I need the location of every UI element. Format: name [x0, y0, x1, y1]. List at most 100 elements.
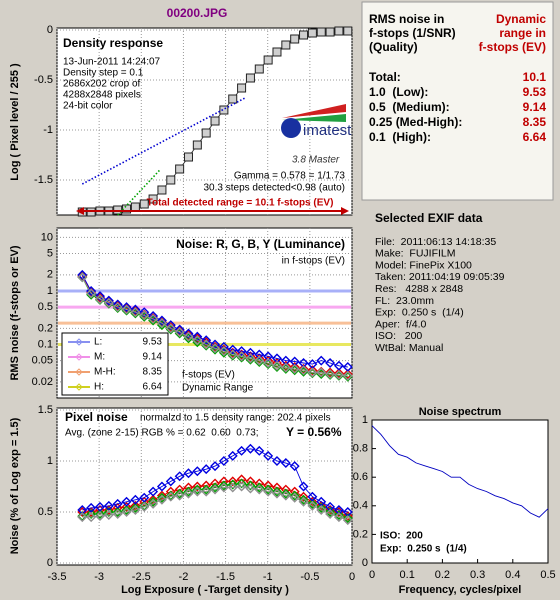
data-point [94, 501, 105, 512]
plot-area [56, 27, 353, 216]
data-point [130, 202, 140, 212]
data-point [192, 481, 203, 492]
data-point [333, 360, 344, 371]
data-point [263, 359, 274, 370]
data-point [112, 498, 123, 509]
legend-value: 9.14 [143, 352, 163, 363]
data-point [130, 494, 141, 505]
data-point [192, 335, 203, 346]
series-line [82, 486, 348, 521]
data-point [210, 461, 221, 472]
exif-line: WtBal: Manual [375, 342, 443, 354]
series-line [81, 275, 348, 375]
table-rows: Total: 10.1 1.0 (Low): 9.53 0.5 (Medium): 9.1… [369, 70, 546, 144]
data-point [325, 367, 336, 378]
data-point [218, 482, 229, 493]
data-point [139, 307, 150, 318]
data-point [263, 484, 274, 495]
data-point [298, 481, 309, 492]
data-point [298, 365, 309, 376]
y-tick-label: 0.5 [38, 301, 53, 313]
x-tick-label: 0.4 [505, 569, 520, 581]
data-point [201, 128, 211, 138]
highlight: Y = 0.56% [286, 425, 342, 439]
data-point [307, 500, 318, 511]
y-tick-label: 0 [47, 24, 53, 36]
logo-text: imatest [303, 122, 352, 139]
data-point [183, 330, 194, 341]
row-value: 10.1 [523, 70, 547, 84]
note: Density step = 0.1 [63, 68, 144, 79]
data-point [263, 450, 274, 461]
y-tick-label: 1 [47, 285, 53, 297]
data-point [86, 289, 97, 300]
logo-fan [282, 114, 346, 122]
legend-label: M-H: [94, 367, 116, 378]
legend-value: 9.53 [143, 337, 163, 348]
y-tick-label: -1 [43, 124, 53, 136]
data-point [103, 500, 114, 511]
data-point [112, 506, 123, 517]
data-point [121, 303, 132, 314]
data-point [139, 310, 150, 321]
annotation: 30.3 steps detected<0.98 (auto) [204, 183, 346, 194]
data-point [156, 315, 167, 326]
data-point [121, 302, 132, 313]
data-point [280, 488, 291, 499]
data-point [94, 291, 105, 302]
data-point [227, 349, 238, 360]
y-tick-label: 10 [41, 231, 53, 243]
data-point [218, 456, 229, 467]
data-point [236, 346, 247, 357]
data-point [245, 483, 256, 494]
data-point [263, 55, 273, 65]
annotation: ISO: 200 [380, 531, 423, 542]
data-point [333, 510, 344, 521]
data-point [183, 488, 194, 499]
data-point [165, 476, 176, 487]
data-point [148, 498, 159, 509]
legend-marker [75, 383, 83, 391]
data-point [271, 486, 282, 497]
subtitle: in f-stops (EV) [282, 256, 345, 267]
data-point [139, 492, 150, 503]
data-point [219, 105, 229, 115]
y-tick-label: -1.5 [34, 174, 53, 186]
data-point [130, 502, 141, 513]
data-point [210, 344, 221, 355]
data-point [298, 366, 309, 377]
data-point [183, 468, 194, 479]
legend-value: 8.35 [143, 367, 163, 378]
data-point [227, 344, 238, 355]
data-point [280, 355, 291, 366]
data-point [307, 365, 318, 376]
logo-sphere [281, 118, 301, 138]
data-point [342, 370, 353, 381]
data-point [86, 287, 97, 298]
data-point [325, 27, 335, 37]
x-axis-label: Log Exposure ( -Target density ) [121, 584, 289, 596]
data-point [290, 34, 300, 44]
exif-line: Model: FinePix X100 [375, 259, 472, 271]
data-point [272, 47, 282, 57]
exif-line: Res: 4288 x 2848 [375, 283, 463, 295]
x-tick-label: -0.5 [300, 571, 319, 583]
y-tick-label: 0 [47, 557, 53, 569]
data-point [298, 491, 309, 502]
data-point [183, 152, 193, 162]
data-point [227, 350, 238, 361]
data-point [237, 83, 247, 93]
series-line [81, 277, 348, 377]
data-point [77, 511, 88, 522]
data-point [325, 369, 336, 380]
data-point [342, 515, 353, 526]
data-point [112, 302, 123, 313]
exif-line: Aper: f/4.0 [375, 318, 427, 330]
data-point [139, 311, 150, 322]
data-point [130, 304, 141, 315]
row-label: 0.25 (Med-High): [369, 115, 462, 129]
y-tick-label: 1 [47, 455, 53, 467]
data-point [236, 445, 247, 456]
data-point [236, 351, 247, 362]
